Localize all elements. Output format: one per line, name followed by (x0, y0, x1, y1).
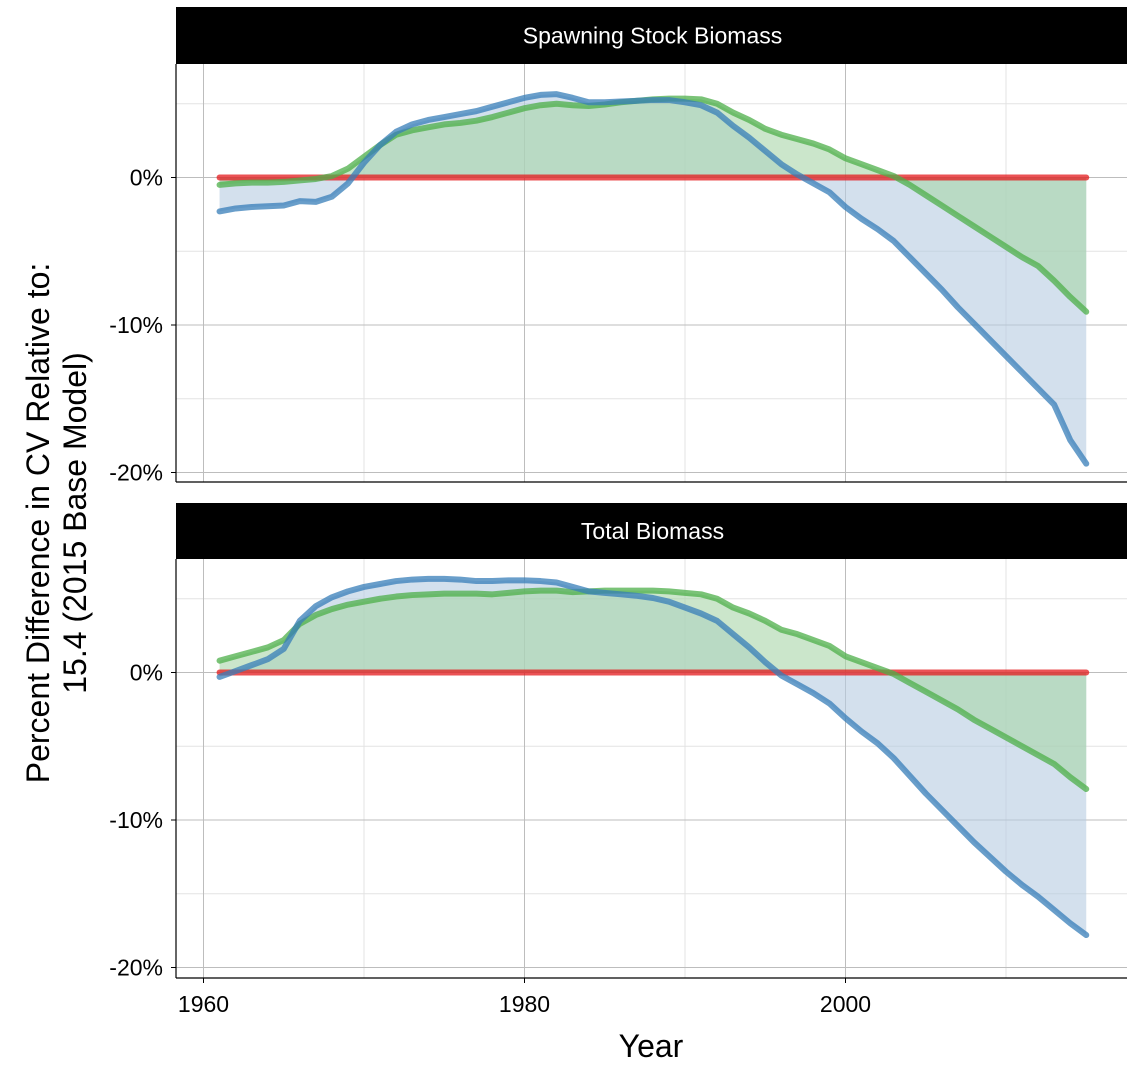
panel-2: 0% -10% -20% Total Biomass (109, 503, 1127, 981)
series-line-blue (216, 91, 1090, 467)
panel-title: Total Biomass (581, 518, 724, 544)
panel-1: 0% -10% -20% Spawning Stock Biomass (109, 7, 1127, 486)
y-axis-title-line: Percent Difference in CV Relative to: (20, 263, 56, 784)
x-axis-title: Year (619, 1028, 684, 1064)
y-tick-label: -20% (109, 460, 163, 486)
series-line-blue (216, 575, 1090, 939)
x-tick-label: 2000 (820, 991, 871, 1017)
panel-strip (176, 503, 1127, 559)
y-tick-label: -20% (109, 955, 163, 981)
y-tick-label: -10% (109, 312, 163, 338)
y-axis-title-line: 15.4 (2015 Base Model) (57, 352, 93, 694)
y-tick-label: 0% (130, 165, 163, 191)
panel-title: Spawning Stock Biomass (523, 23, 783, 49)
panel-strip (176, 7, 1127, 64)
plot-area (216, 575, 1090, 939)
ribbon-green (219, 590, 1087, 790)
y-tick-label: 0% (130, 660, 163, 686)
x-tick-label: 1980 (499, 991, 550, 1017)
series-line-green (216, 587, 1090, 793)
y-axis-title: Percent Difference in CV Relative to:15.… (20, 263, 93, 784)
plot-area (216, 91, 1090, 467)
x-tick-label: 1960 (178, 991, 229, 1017)
y-tick-label: -10% (109, 807, 163, 833)
ribbon-green (219, 98, 1087, 312)
ribbon-blue (219, 94, 1087, 464)
